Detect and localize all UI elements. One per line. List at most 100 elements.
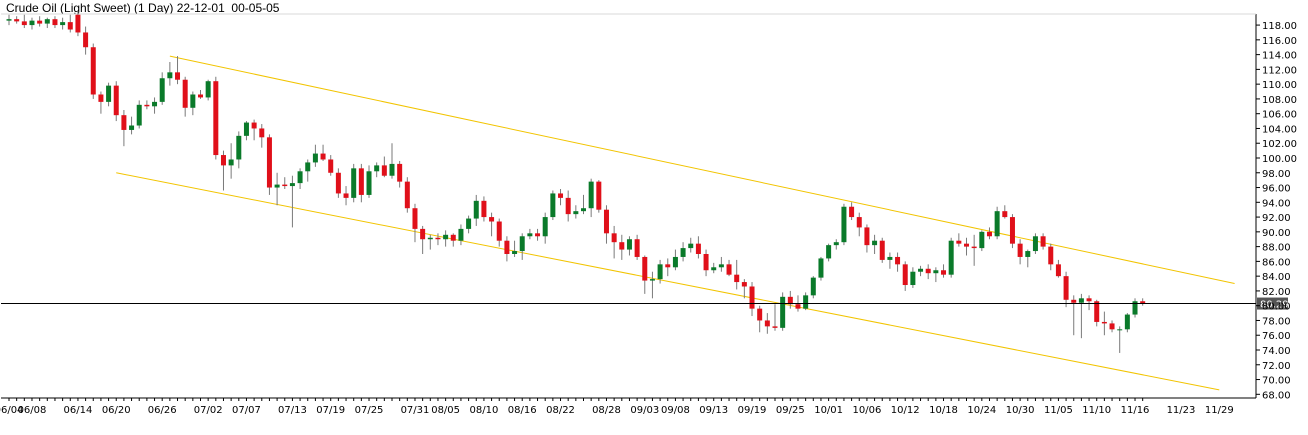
candle <box>550 190 556 221</box>
candle-body <box>1117 329 1123 331</box>
candle-body <box>297 171 303 184</box>
candle <box>443 230 449 247</box>
y-tick-label: 100.00 <box>1262 154 1297 165</box>
candle <box>941 264 947 278</box>
candle <box>458 224 464 246</box>
candle <box>749 282 755 317</box>
candle <box>21 14 27 29</box>
candle-body <box>90 47 96 95</box>
candle-body <box>772 326 778 328</box>
candle <box>289 175 295 228</box>
candle <box>626 236 632 256</box>
candle-body <box>780 296 786 328</box>
candle-body <box>274 184 280 188</box>
candle <box>106 82 112 107</box>
candle-body <box>918 268 924 272</box>
candle-body <box>680 248 686 257</box>
candle <box>167 62 173 86</box>
candle-body <box>374 165 380 172</box>
candle-body <box>381 165 387 176</box>
candle-body <box>1071 299 1077 303</box>
y-tick-label: 106.00 <box>1262 110 1297 121</box>
candle-body <box>979 231 985 249</box>
candle <box>856 212 862 237</box>
candle <box>1017 239 1023 265</box>
candle-body <box>1048 246 1054 265</box>
candle-body <box>243 122 249 136</box>
candle <box>918 265 924 277</box>
x-tick-label: 06/20 <box>102 405 131 416</box>
candle-body <box>1132 301 1138 315</box>
candle <box>243 121 249 141</box>
x-tick-label: 10/24 <box>967 405 996 416</box>
candle-body <box>573 211 579 215</box>
candle <box>680 242 686 262</box>
candle <box>971 234 977 266</box>
candle-body <box>351 168 357 198</box>
candle <box>259 124 265 148</box>
candle <box>649 271 655 299</box>
candle <box>634 234 640 260</box>
candle-body <box>198 94 203 98</box>
candle <box>841 203 847 246</box>
candle-body <box>611 233 617 243</box>
candle-body <box>1094 301 1100 322</box>
x-tick-label: 06/08 <box>18 405 47 416</box>
candle <box>849 202 855 221</box>
candle-body <box>581 208 586 212</box>
x-tick-label: 11/16 <box>1121 405 1150 416</box>
x-tick-label: 10/18 <box>929 405 958 416</box>
candle-body <box>504 240 510 254</box>
candle-body <box>1078 298 1084 303</box>
current-price-marker: 80.29 <box>1 297 1289 311</box>
candle <box>481 196 487 222</box>
y-tick-label: 88.00 <box>1262 243 1291 254</box>
candle <box>711 262 717 274</box>
candle <box>864 224 870 253</box>
candle <box>420 225 426 254</box>
candle-body <box>450 234 456 241</box>
candle-body <box>879 240 885 260</box>
candle-body <box>749 286 755 309</box>
candle <box>1071 295 1077 336</box>
candle <box>213 76 219 160</box>
x-tick-label: 11/10 <box>1082 405 1111 416</box>
candle-body <box>956 240 962 244</box>
candle-body <box>136 104 142 126</box>
candle-body <box>703 254 709 271</box>
candle <box>220 150 226 191</box>
candle <box>542 212 548 244</box>
candle-body <box>427 237 433 240</box>
x-tick-label: 08/16 <box>508 405 537 416</box>
y-tick-label: 82.00 <box>1262 287 1291 298</box>
candle-body <box>519 236 525 252</box>
candle <box>718 256 724 272</box>
x-tick-label: 10/30 <box>1006 405 1035 416</box>
candle <box>1063 271 1069 308</box>
candle-body <box>251 122 257 129</box>
candle <box>573 205 579 219</box>
candle <box>1132 298 1138 318</box>
candles <box>6 11 1146 353</box>
x-tick-label: 07/07 <box>232 405 261 416</box>
candle <box>512 240 518 257</box>
candle <box>642 255 648 294</box>
y-tick-label: 72.00 <box>1262 361 1291 372</box>
candle <box>826 243 832 262</box>
y-tick-label: 92.00 <box>1262 213 1291 224</box>
candle <box>37 16 43 27</box>
candle-body <box>588 181 594 209</box>
candle-body <box>642 256 648 281</box>
candle <box>305 159 311 182</box>
candle <box>335 168 341 198</box>
x-tick-label: 07/13 <box>278 405 307 416</box>
plot-frame <box>1 13 1257 399</box>
candle <box>113 81 119 122</box>
candle <box>933 267 939 283</box>
candle <box>619 234 625 260</box>
y-tick-label: 96.00 <box>1262 184 1291 195</box>
candle-body <box>75 14 81 33</box>
x-tick-label: 07/02 <box>194 405 223 416</box>
